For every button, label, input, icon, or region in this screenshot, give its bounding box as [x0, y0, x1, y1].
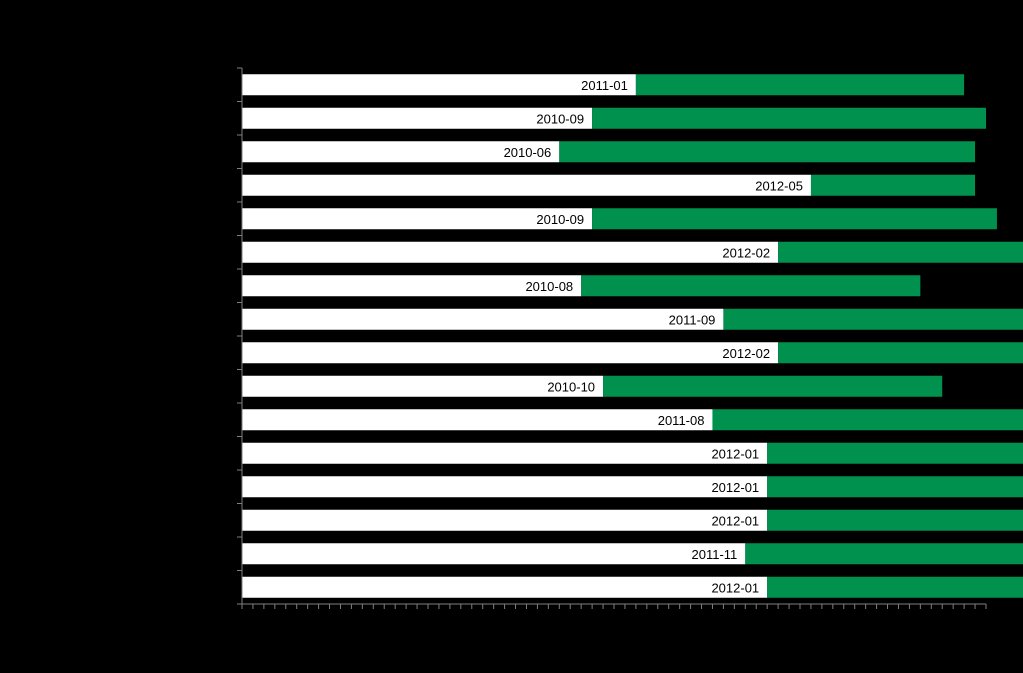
bar-label: 2010-10	[547, 379, 595, 394]
bar-end-segment	[745, 543, 1023, 565]
bar-start-segment	[242, 107, 593, 129]
bar-end-segment	[778, 241, 1023, 263]
axes-layer	[237, 67, 987, 609]
bar-label: 2012-02	[722, 346, 770, 361]
bar-label: 2010-09	[536, 111, 584, 126]
bar-start-segment	[242, 241, 779, 263]
bar-end-segment	[778, 342, 1023, 364]
bar-end-segment	[559, 141, 976, 163]
bar-end-segment	[712, 409, 1023, 431]
bar-end-segment	[581, 275, 921, 297]
bar-label: 2011-08	[658, 413, 705, 428]
bar-end-segment	[767, 476, 1023, 498]
bar-end-segment	[767, 442, 1023, 464]
bar-end-segment	[767, 576, 1023, 598]
bar-label: 2010-09	[536, 212, 584, 227]
bar-label: 2011-09	[669, 312, 716, 327]
bar-label: 2012-02	[722, 245, 770, 260]
bar-label: 2011-11	[692, 547, 738, 562]
bar-end-segment	[592, 107, 986, 129]
bar-label: 2012-01	[711, 446, 759, 461]
bar-end-segment	[603, 375, 943, 397]
bar-end-segment	[635, 74, 965, 96]
bar-start-segment	[242, 476, 768, 498]
bar-start-segment	[242, 509, 768, 531]
bar-start-segment	[242, 208, 593, 230]
bar-label: 2011-01	[581, 78, 628, 93]
bar-end-segment	[723, 308, 1023, 330]
bar-start-segment	[242, 74, 636, 96]
bar-end-segment	[810, 174, 976, 196]
bar-label: 2010-08	[525, 279, 573, 294]
bar-label: 2012-01	[711, 480, 759, 495]
bar-label: 2010-06	[504, 145, 552, 160]
bar-start-segment	[242, 342, 779, 364]
bar-end-segment	[592, 208, 997, 230]
bar-start-segment	[242, 576, 768, 598]
bar-start-segment	[242, 141, 560, 163]
bar-start-segment	[242, 308, 724, 330]
bar-label: 2012-01	[711, 580, 759, 595]
bar-start-segment	[242, 442, 768, 464]
bar-start-segment	[242, 375, 604, 397]
bar-start-segment	[242, 409, 713, 431]
bar-start-segment	[242, 275, 582, 297]
bar-start-segment	[242, 174, 811, 196]
bars-layer: 2011-01 2010-09 2010-06 2012-05 2010-09 2012-…	[242, 74, 1023, 598]
bar-label: 2012-05	[755, 178, 803, 193]
bar-end-segment	[767, 509, 1023, 531]
bar-label: 2012-01	[711, 513, 759, 528]
bar-start-segment	[242, 543, 746, 565]
